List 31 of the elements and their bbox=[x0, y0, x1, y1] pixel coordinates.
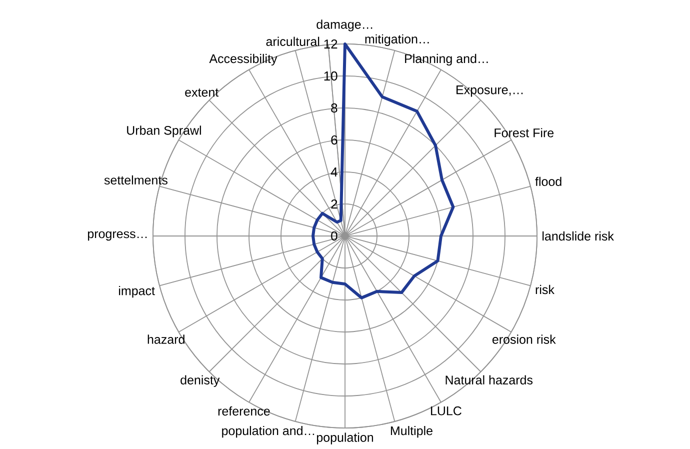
spoke-label: impact bbox=[119, 286, 155, 298]
spoke-label: Natural hazards bbox=[446, 375, 533, 384]
y-tick-label: 8 bbox=[331, 103, 338, 113]
spoke-label: LULC bbox=[431, 406, 462, 416]
spoke-label: extent bbox=[185, 88, 219, 97]
spoke-label: population bbox=[316, 432, 374, 444]
spoke-label: damage… bbox=[316, 20, 372, 32]
spoke-label: Urban Sprawl bbox=[127, 126, 201, 138]
spoke-label: Forest Fire bbox=[494, 128, 554, 138]
spoke-label: landslide risk bbox=[542, 231, 614, 241]
spoke-label: denisty bbox=[180, 375, 220, 387]
y-tick-label: 4 bbox=[330, 168, 338, 176]
spoke-label: population and… bbox=[222, 426, 314, 438]
spoke-label: hazard bbox=[148, 334, 184, 344]
spoke-label: flood bbox=[535, 176, 562, 186]
spoke-label: Multiple bbox=[390, 426, 432, 438]
spoke-label: Planning and… bbox=[405, 54, 488, 66]
spoke-label: erosion risk bbox=[492, 334, 556, 344]
spoke-label: reference bbox=[218, 406, 270, 416]
spoke-label: settelments bbox=[104, 175, 168, 185]
spoke-label: aricultural bbox=[266, 36, 320, 46]
y-tick-label: 10 bbox=[324, 71, 338, 81]
spoke-label: Exposure,… bbox=[456, 86, 523, 97]
y-tick-label: 0 bbox=[331, 231, 338, 241]
y-tick-label: 6 bbox=[331, 135, 338, 145]
spoke-label: Accessibility bbox=[209, 54, 278, 66]
y-tick-label: 12 bbox=[324, 39, 338, 49]
spoke-label: risk bbox=[536, 284, 554, 294]
y-tick-label: 2 bbox=[331, 199, 338, 209]
spoke-label: progress… bbox=[88, 231, 147, 241]
spoke-label: mitigation… bbox=[365, 34, 429, 46]
